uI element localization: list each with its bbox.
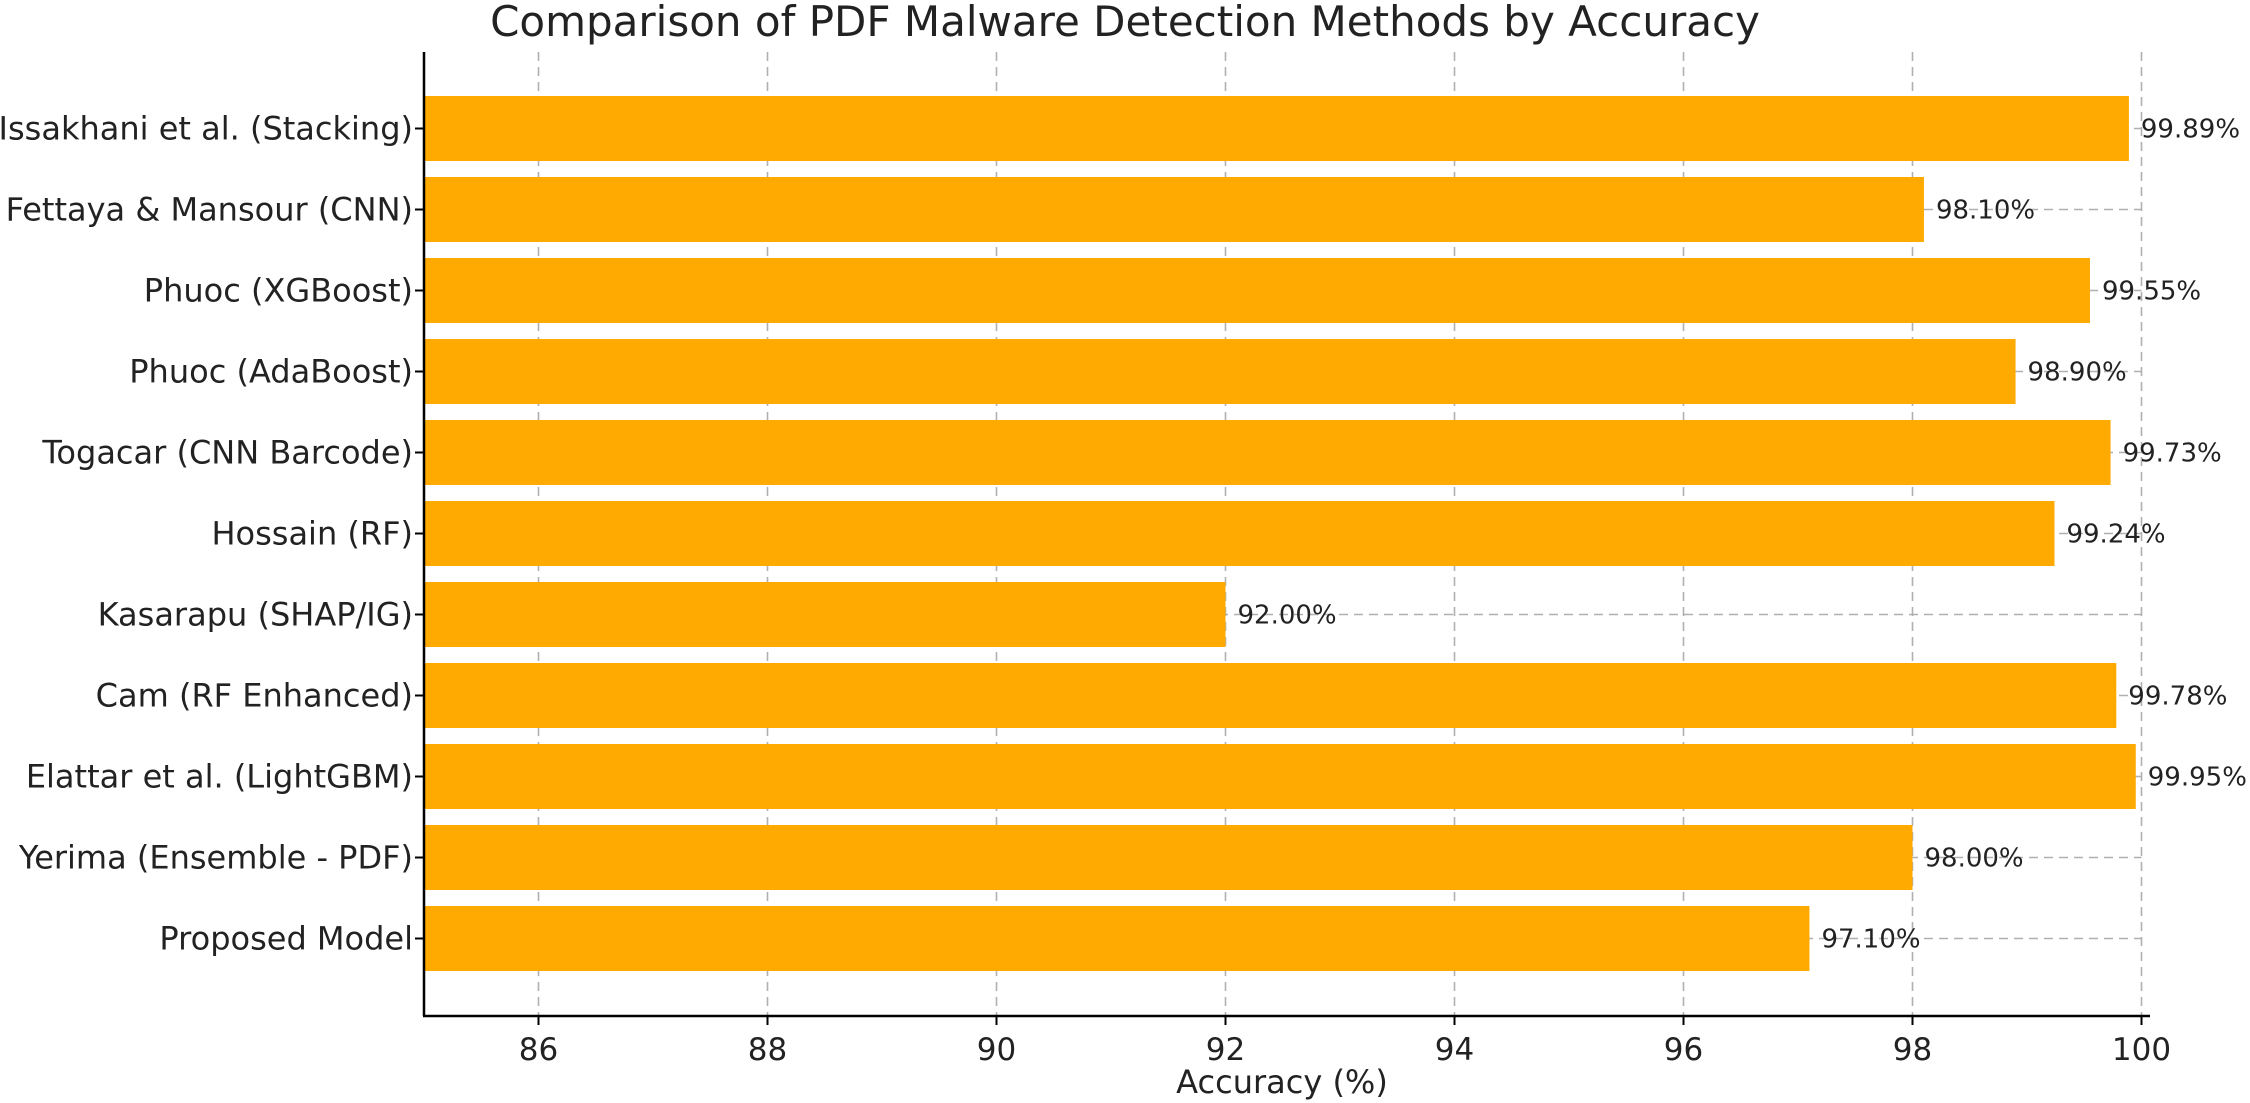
y-tick-label: Elattar et al. (LightGBM) — [26, 758, 413, 796]
data-label: 98.00% — [1925, 844, 2024, 874]
y-tick-label: Phuoc (AdaBoost) — [129, 353, 413, 391]
x-tick-labels: 86 88 90 92 94 96 98 100 — [519, 1016, 2171, 1068]
data-label: 98.90% — [2028, 358, 2127, 388]
y-tick-label: Cam (RF Enhanced) — [96, 677, 413, 715]
data-label: 98.10% — [1936, 196, 2035, 226]
x-tick-label: 90 — [977, 1032, 1016, 1068]
data-labels: 99.89% 98.10% 99.55% 98.90% 99.73% 99.24% 92.0… — [1238, 115, 2247, 955]
x-tick-label: 88 — [748, 1032, 787, 1068]
data-label: 99.24% — [2066, 520, 2165, 550]
bar — [424, 582, 1226, 647]
bar — [424, 501, 2055, 566]
y-tick-label: Phuoc (XGBoost) — [144, 272, 413, 310]
bar — [424, 906, 1810, 971]
bar — [424, 420, 2111, 485]
y-tick-label: Issakhani et al. (Stacking) — [0, 110, 413, 148]
y-tick-label: Proposed Model — [159, 920, 413, 958]
data-label: 99.73% — [2123, 439, 2222, 469]
x-tick-label: 86 — [519, 1032, 558, 1068]
bar — [424, 663, 2117, 728]
y-tick-label: Kasarapu (SHAP/IG) — [98, 596, 413, 634]
x-tick-label: 92 — [1206, 1032, 1245, 1068]
bar — [424, 96, 2129, 161]
data-label: 97.10% — [1821, 925, 1920, 955]
bar — [424, 339, 2016, 404]
x-tick-label: 96 — [1664, 1032, 1703, 1068]
chart-title: Comparison of PDF Malware Detection Meth… — [490, 0, 1760, 46]
bar — [424, 744, 2136, 809]
y-tick-label: Yerima (Ensemble - PDF) — [18, 839, 413, 877]
x-tick-label: 98 — [1893, 1032, 1932, 1068]
bars — [424, 96, 2136, 971]
bar — [424, 177, 1924, 242]
data-label: 99.78% — [2128, 682, 2227, 712]
data-label: 92.00% — [1238, 601, 1337, 631]
bar — [424, 258, 2090, 323]
bar — [424, 825, 1913, 890]
data-label: 99.95% — [2148, 763, 2247, 793]
y-tick-label: Fettaya & Mansour (CNN) — [6, 191, 413, 229]
x-axis-label: Accuracy (%) — [1176, 1063, 1388, 1101]
x-tick-label: 100 — [2112, 1032, 2171, 1068]
data-label: 99.89% — [2141, 115, 2240, 145]
x-tick-label: 94 — [1435, 1032, 1474, 1068]
data-label: 99.55% — [2102, 277, 2201, 307]
y-tick-label: Togacar (CNN Barcode) — [41, 434, 413, 472]
y-tick-labels: Issakhani et al. (Stacking) Fettaya & Man… — [0, 110, 424, 958]
y-tick-label: Hossain (RF) — [211, 515, 413, 553]
